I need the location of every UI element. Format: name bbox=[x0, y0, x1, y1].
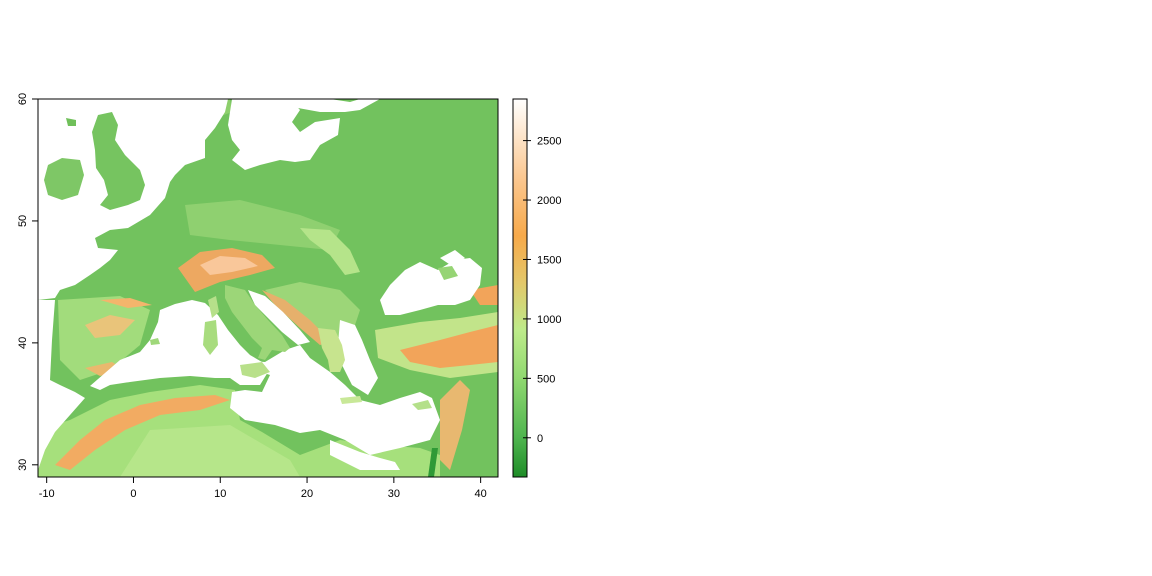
levant-highlands bbox=[440, 380, 470, 470]
y-tick-label: 40 bbox=[17, 337, 29, 349]
y-axis: 30 40 50 60 bbox=[17, 93, 39, 471]
greece bbox=[318, 328, 345, 372]
balearic-islands bbox=[150, 338, 160, 345]
carpathians bbox=[300, 228, 360, 275]
alps-peaks bbox=[200, 256, 258, 275]
water-bodies bbox=[38, 99, 482, 470]
y-tick-label: 60 bbox=[17, 93, 29, 105]
x-tick-label: 30 bbox=[388, 488, 400, 500]
legend-tick-label: 500 bbox=[537, 373, 555, 385]
legend-tick-label: 1000 bbox=[537, 314, 561, 326]
legend-tick-label: 2000 bbox=[537, 195, 561, 207]
sardinia bbox=[203, 320, 218, 355]
taurus-mountains bbox=[400, 325, 498, 368]
x-tick-label: 10 bbox=[214, 488, 226, 500]
balkan-uplands bbox=[265, 282, 360, 345]
crimea bbox=[438, 266, 458, 280]
corsica bbox=[208, 296, 219, 318]
ireland bbox=[44, 158, 84, 200]
iberia-plateau bbox=[58, 296, 150, 380]
x-tick-label: 0 bbox=[130, 488, 136, 500]
great-britain bbox=[92, 112, 145, 210]
sahara-plains bbox=[120, 425, 300, 477]
italy bbox=[225, 285, 290, 360]
atlas-mountains bbox=[55, 395, 230, 470]
cyprus bbox=[412, 400, 432, 410]
x-tick-label: 40 bbox=[475, 488, 487, 500]
y-tick-label: 50 bbox=[17, 215, 29, 227]
faroe-shetland bbox=[66, 118, 76, 126]
legend-ticks: 0 500 1000 1500 2000 2500 bbox=[523, 136, 561, 445]
elevation-legend: 0 500 1000 1500 2000 2500 bbox=[512, 98, 561, 478]
nile-valley bbox=[428, 448, 438, 477]
x-tick-label: 20 bbox=[301, 488, 313, 500]
iberian-ranges bbox=[85, 315, 135, 338]
dinaric-alps bbox=[262, 290, 330, 345]
elevation-map bbox=[38, 99, 498, 477]
x-tick-label: -10 bbox=[39, 488, 55, 500]
legend-color-bar bbox=[512, 98, 528, 478]
caucasus bbox=[470, 285, 498, 305]
y-tick-label: 30 bbox=[17, 459, 29, 471]
sicily bbox=[240, 362, 270, 378]
islands bbox=[44, 112, 458, 410]
legend-tick-label: 1500 bbox=[537, 254, 561, 266]
legend-tick-label: 2500 bbox=[537, 136, 561, 148]
central-europe-uplands bbox=[185, 200, 340, 250]
pyrenees bbox=[100, 298, 152, 308]
crete bbox=[340, 396, 362, 404]
x-axis: -10 0 10 20 30 40 bbox=[39, 476, 487, 500]
legend-tick-label: 0 bbox=[537, 433, 543, 445]
